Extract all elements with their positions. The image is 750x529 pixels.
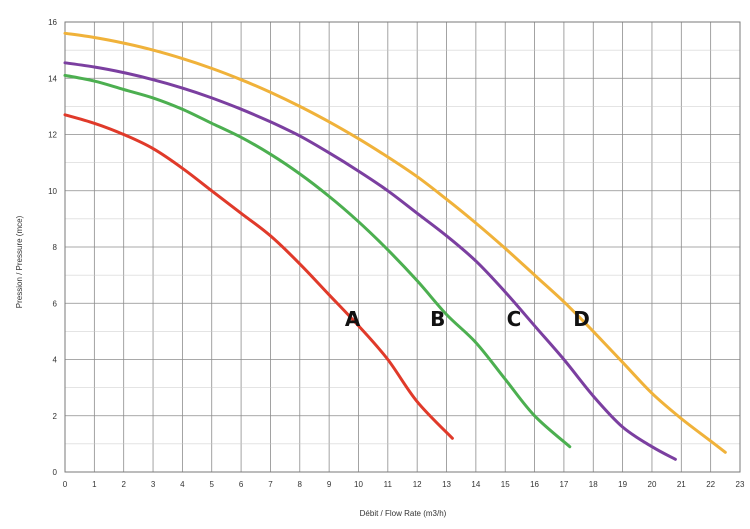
curve-label-b: B — [430, 307, 445, 331]
x-tick-label: 23 — [736, 480, 745, 489]
y-tick-label: 12 — [48, 131, 57, 140]
y-tick-label: 4 — [53, 356, 58, 365]
curve-label-c: C — [507, 307, 522, 331]
x-tick-label: 13 — [442, 480, 451, 489]
series-line-c — [63, 61, 677, 461]
x-tick-label: 0 — [63, 480, 68, 489]
x-tick-label: 3 — [151, 480, 156, 489]
curve-labels: A B C D — [345, 307, 590, 331]
x-tick-label: 17 — [559, 480, 568, 489]
x-tick-label: 2 — [121, 480, 126, 489]
x-tick-label: 19 — [618, 480, 627, 489]
series-lines — [63, 31, 727, 461]
x-tick-label: 18 — [589, 480, 598, 489]
x-tick-label: 9 — [327, 480, 332, 489]
x-tick-label: 16 — [530, 480, 539, 489]
x-tick-label: 6 — [239, 480, 244, 489]
y-tick-label: 10 — [48, 187, 57, 196]
x-tick-label: 7 — [268, 480, 273, 489]
x-tick-label: 22 — [706, 480, 715, 489]
y-tick-label: 2 — [53, 412, 58, 421]
y-tick-label: 16 — [48, 18, 57, 27]
x-tick-label: 11 — [384, 480, 393, 489]
tick-labels: 0 1 2 3 4 5 6 7 8 9 10 11 12 13 14 15 16 17 18 19 20 21 22 2302… — [48, 18, 745, 489]
series-line-d — [63, 31, 727, 454]
y-axis-title: Pression / Pressure (mce) — [15, 215, 24, 308]
x-tick-label: 20 — [648, 480, 657, 489]
curve-label-d: D — [573, 307, 590, 331]
x-tick-label: 4 — [180, 480, 185, 489]
x-tick-label: 14 — [471, 480, 480, 489]
x-tick-label: 15 — [501, 480, 510, 489]
series-line-a — [63, 113, 454, 440]
x-tick-label: 10 — [354, 480, 363, 489]
x-axis-title: Débit / Flow Rate (m3/h) — [360, 509, 447, 518]
y-tick-label: 8 — [53, 243, 58, 252]
x-tick-label: 21 — [677, 480, 686, 489]
x-tick-label: 8 — [298, 480, 303, 489]
plot-frame — [64, 21, 741, 473]
x-tick-label: 12 — [413, 480, 422, 489]
series-line-b — [63, 73, 572, 449]
y-tick-label: 14 — [48, 74, 57, 83]
curve-label-a: A — [345, 307, 361, 331]
x-tick-label: 5 — [210, 480, 215, 489]
y-tick-label: 6 — [53, 299, 58, 308]
y-tick-label: 0 — [53, 468, 58, 477]
x-tick-label: 1 — [92, 480, 97, 489]
